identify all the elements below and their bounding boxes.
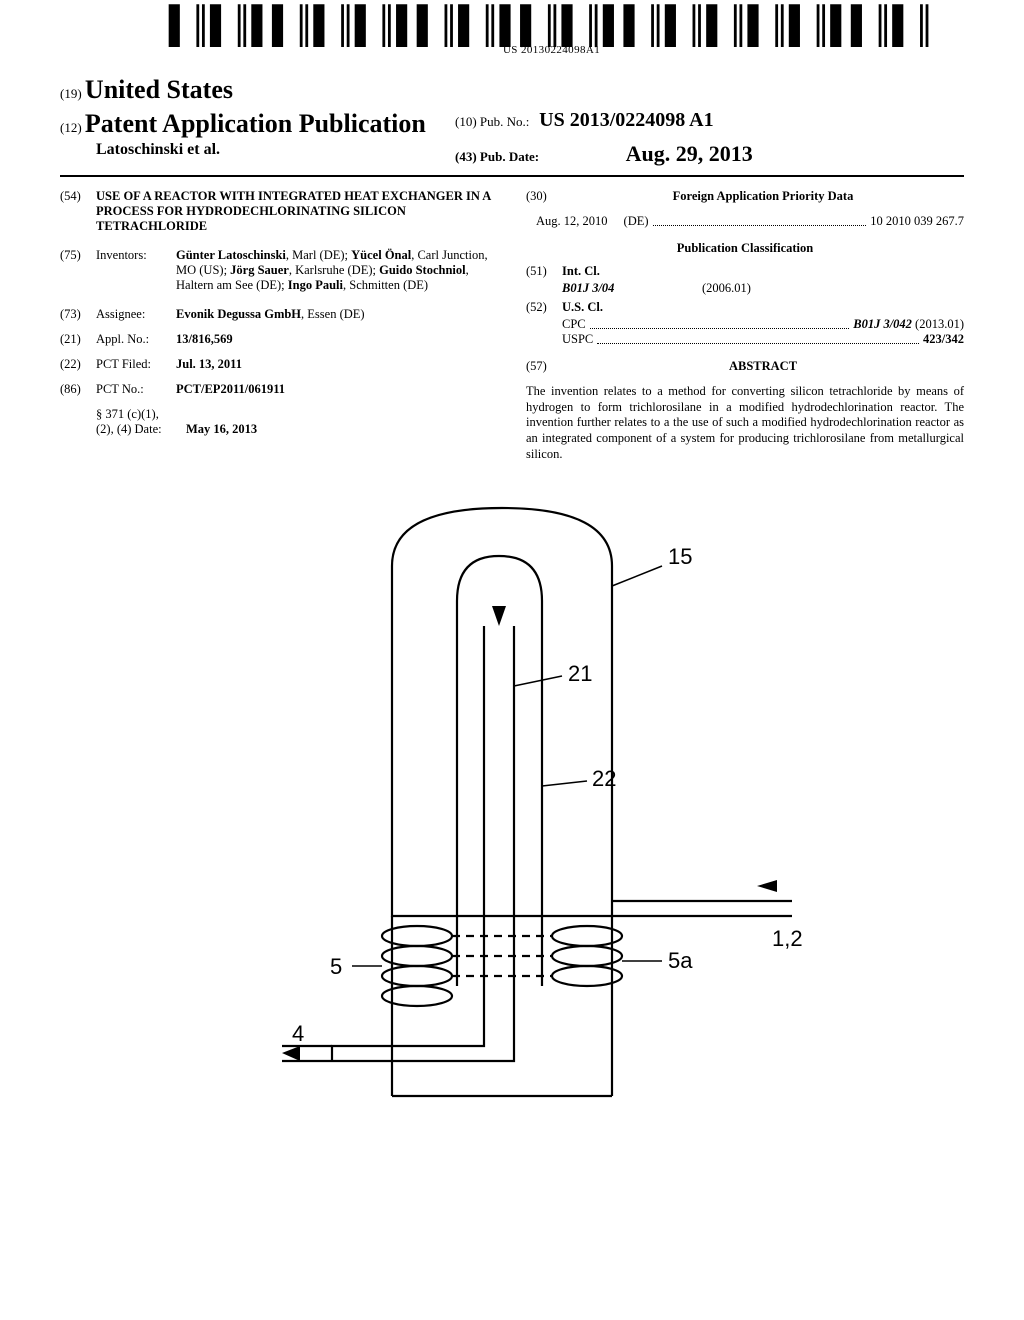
code-51: (51) <box>526 264 562 279</box>
code-86: (86) <box>60 382 96 397</box>
uscl-label: U.S. Cl. <box>562 300 964 315</box>
pub-type: Patent Application Publication <box>85 109 426 138</box>
assignee-label: Assignee: <box>96 307 176 322</box>
fig-label-21: 21 <box>568 661 592 686</box>
code-22: (22) <box>60 357 96 372</box>
cpc-year: (2013.01) <box>915 317 964 332</box>
barcode-graphic: ▌║▌║▌▌║▌║▌║▌▌║▌║▌▌║▌║▌▌║▌║▌║▌║▌║▌▌║▌║ <box>169 12 934 42</box>
assignee: Evonik Degussa GmbH, Essen (DE) <box>176 307 498 322</box>
sec371b: (2), (4) Date: <box>96 422 186 437</box>
intcl-year: (2006.01) <box>702 281 751 296</box>
code-21: (21) <box>60 332 96 347</box>
inventors-list: Günter Latoschinski, Marl (DE); Yücel Ön… <box>176 248 498 293</box>
foreign-date: Aug. 12, 2010 <box>536 214 608 229</box>
fig-label-22: 22 <box>592 766 616 791</box>
fig-label-5: 5 <box>330 954 342 979</box>
pctno-label: PCT No.: <box>96 382 176 397</box>
fig-label-5a: 5a <box>668 948 693 973</box>
patent-title: USE OF A REACTOR WITH INTEGRATED HEAT EX… <box>96 189 498 234</box>
code-30: (30) <box>526 189 562 204</box>
code-75: (75) <box>60 248 96 293</box>
authors-line: Latoschinski et al. <box>60 141 455 167</box>
sec371date: May 16, 2013 <box>186 422 498 437</box>
code-52: (52) <box>526 300 562 315</box>
foreign-num: 10 2010 039 267.7 <box>870 214 964 229</box>
reactor-diagram: 15 21 22 1,2 5a 5 4 <box>192 486 832 1126</box>
uspc-val: 423/342 <box>923 332 964 347</box>
inventors-label: Inventors: <box>96 248 176 293</box>
code-73: (73) <box>60 307 96 322</box>
pubdate-label: Pub. Date: <box>480 149 539 164</box>
intcl-code: B01J 3/04 <box>562 281 702 296</box>
pubclass-heading: Publication Classification <box>526 241 964 256</box>
applno-label: Appl. No.: <box>96 332 176 347</box>
sec371: § 371 (c)(1), <box>96 407 186 422</box>
code-12: (12) <box>60 120 82 135</box>
country: United States <box>85 75 233 104</box>
dotted-leader <box>653 225 867 226</box>
applno: 13/816,569 <box>176 332 498 347</box>
cpc-label: CPC <box>562 317 586 332</box>
left-column: (54) USE OF A REACTOR WITH INTEGRATED HE… <box>60 189 498 462</box>
fig-label-12: 1,2 <box>772 926 803 951</box>
header-rule <box>60 175 964 177</box>
code-43: (43) <box>455 149 477 164</box>
country-line: (19) United States <box>60 75 964 105</box>
foreign-heading: Foreign Application Priority Data <box>562 189 964 204</box>
abstract-text: The invention relates to a method for co… <box>526 384 964 462</box>
pctfiled-label: PCT Filed: <box>96 357 176 372</box>
right-column: (30) Foreign Application Priority Data A… <box>526 189 964 462</box>
code-57: (57) <box>526 359 562 374</box>
code-10: (10) <box>455 114 477 129</box>
code-19: (19) <box>60 86 82 101</box>
cpc-val: B01J 3/042 <box>853 317 912 332</box>
pubdate: Aug. 29, 2013 <box>626 141 753 166</box>
code-54: (54) <box>60 189 96 234</box>
barcode-block: ▌║▌║▌▌║▌║▌║▌▌║▌║▌▌║▌║▌▌║▌║▌║▌║▌║▌▌║▌║ US… <box>169 12 934 56</box>
pubno-label: Pub. No.: <box>480 114 529 129</box>
fig-label-15: 15 <box>668 544 692 569</box>
uspc-label: USPC <box>562 332 593 347</box>
pctno: PCT/EP2011/061911 <box>176 382 498 397</box>
foreign-cc: (DE) <box>624 214 649 229</box>
abstract-label: ABSTRACT <box>562 359 964 374</box>
intcl-label: Int. Cl. <box>562 264 964 279</box>
pctfiled: Jul. 13, 2011 <box>176 357 498 372</box>
pubno: US 2013/0224098 A1 <box>539 109 713 131</box>
fig-label-4: 4 <box>292 1021 304 1046</box>
patent-figure: 15 21 22 1,2 5a 5 4 <box>60 486 964 1126</box>
